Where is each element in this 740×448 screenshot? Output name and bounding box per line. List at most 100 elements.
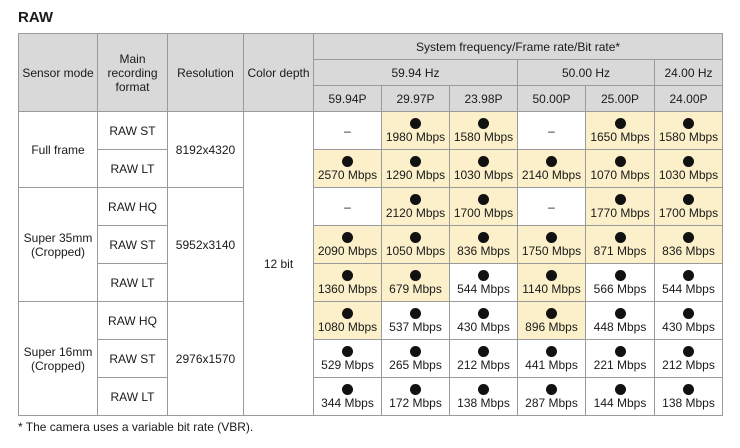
color-depth-cell: 12 bit <box>243 111 314 416</box>
sensor-mode-cell: Super 16mm (Cropped) <box>18 301 98 416</box>
bitrate-value: 836 Mbps <box>457 243 510 258</box>
filled-circle-icon <box>410 193 421 205</box>
bitrate-value: 287 Mbps <box>525 395 578 410</box>
bitrate-value: 212 Mbps <box>662 357 715 372</box>
format-cell: RAW ST <box>97 111 168 150</box>
bitrate-cell: 1770 Mbps <box>585 187 655 226</box>
filled-circle-icon <box>546 269 557 281</box>
bitrate-value: 537 Mbps <box>389 319 442 334</box>
table-row: RAW ST 2090 Mbps 1050 Mbps 836 Mbps 1750 Mbp… <box>19 225 724 264</box>
filled-circle-icon <box>614 307 626 319</box>
filled-circle-icon <box>342 269 353 281</box>
not-available-dash: – <box>344 123 351 138</box>
bitrate-value: 1070 Mbps <box>590 167 650 182</box>
bitrate-cell: – <box>313 187 382 226</box>
filled-circle-icon <box>342 231 353 243</box>
filled-circle-icon <box>683 307 694 319</box>
filled-circle-icon <box>410 383 421 395</box>
bitrate-value: 2090 Mbps <box>317 243 378 258</box>
bitrate-cell: 221 Mbps <box>585 339 655 378</box>
filled-circle-icon <box>683 345 694 357</box>
filled-circle-icon <box>410 345 421 357</box>
resolution-cell: 8192x4320 <box>167 111 244 188</box>
bitrate-value: 1580 Mbps <box>453 129 514 144</box>
bitrate-value: 138 Mbps <box>662 395 715 410</box>
filled-circle-icon <box>683 269 694 281</box>
format-cell: RAW HQ <box>97 187 168 226</box>
bitrate-cell: 871 Mbps <box>585 225 655 264</box>
filled-circle-icon <box>614 155 626 167</box>
sensor-mode-cell: Super 35mm (Cropped) <box>18 187 98 302</box>
bitrate-value: 2120 Mbps <box>385 205 446 220</box>
filled-circle-icon <box>614 345 626 357</box>
filled-circle-icon <box>478 307 489 319</box>
filled-circle-icon <box>546 231 557 243</box>
raw-bitrate-table: Sensor mode Main recording format Resolu… <box>18 33 724 416</box>
bitrate-value: 2140 Mbps <box>521 167 582 182</box>
bitrate-cell: 529 Mbps <box>313 339 382 378</box>
bitrate-cell: 265 Mbps <box>381 339 450 378</box>
filled-circle-icon <box>546 383 557 395</box>
filled-circle-icon <box>546 307 557 319</box>
bitrate-cell: 2090 Mbps <box>313 225 382 264</box>
bitrate-cell: 1140 Mbps <box>517 263 586 302</box>
table-row: Super 35mm (Cropped) RAW HQ 5952x3140 – 2120… <box>18 187 724 302</box>
filled-circle-icon <box>410 307 421 319</box>
bitrate-value: 1700 Mbps <box>453 205 514 220</box>
bitrate-value: 2570 Mbps <box>317 167 378 182</box>
format-cell: RAW HQ <box>97 301 168 340</box>
header-freq-5000: 50.00 Hz <box>517 59 655 86</box>
filled-circle-icon <box>342 155 353 167</box>
bitrate-cell: 566 Mbps <box>585 263 655 302</box>
filled-circle-icon <box>342 383 353 395</box>
filled-circle-icon <box>683 155 694 167</box>
bitrate-cell: 1700 Mbps <box>449 187 518 226</box>
bitrate-cell: 1650 Mbps <box>585 111 655 150</box>
header-color-depth: Color depth <box>243 33 314 112</box>
header-system-group: System frequency/Frame rate/Bit rate* <box>312 33 724 60</box>
bitrate-value: 138 Mbps <box>457 395 510 410</box>
filled-circle-icon <box>478 269 489 281</box>
bitrate-value: 344 Mbps <box>321 395 374 410</box>
bitrate-value: 1050 Mbps <box>385 243 446 258</box>
bitrate-cell: 441 Mbps <box>517 339 586 378</box>
bitrate-cell: 896 Mbps <box>517 301 586 340</box>
table-row: Full frame RAW ST 8192x4320 12 bit –1980 Mbp… <box>18 111 724 416</box>
header-main-format: Main recording format <box>97 33 168 112</box>
table-row: RAW LT 344 Mbps 172 Mbps 138 Mbps 287 Mbps 14… <box>19 377 724 416</box>
format-cell: RAW LT <box>97 263 168 302</box>
filled-circle-icon <box>478 117 489 129</box>
bitrate-value: 1290 Mbps <box>385 167 446 182</box>
bitrate-cell: 1980 Mbps <box>381 111 450 150</box>
bitrate-value: 448 Mbps <box>593 319 647 334</box>
table-row: RAW ST 529 Mbps 265 Mbps 212 Mbps 441 Mbps 22… <box>19 339 724 378</box>
bitrate-value: 1080 Mbps <box>317 319 378 334</box>
bitrate-value: 836 Mbps <box>662 243 715 258</box>
format-cell: RAW LT <box>97 377 168 416</box>
header-sensor-mode: Sensor mode <box>18 33 98 112</box>
filled-circle-icon <box>546 345 557 357</box>
bitrate-cell: – <box>313 111 382 150</box>
bitrate-value: 1580 Mbps <box>658 129 719 144</box>
bitrate-cell: 537 Mbps <box>381 301 450 340</box>
filled-circle-icon <box>614 231 626 243</box>
header-rate-2500p: 25.00P <box>585 85 655 112</box>
resolution-cell: 5952x3140 <box>167 187 244 302</box>
bitrate-value: 1700 Mbps <box>658 205 719 220</box>
bitrate-value: 1030 Mbps <box>658 167 719 182</box>
header-freq-5994: 59.94 Hz <box>313 59 518 86</box>
filled-circle-icon <box>614 117 626 129</box>
bitrate-cell: 836 Mbps <box>653 225 724 264</box>
filled-circle-icon <box>683 193 694 205</box>
filled-circle-icon <box>478 193 489 205</box>
bitrate-value: 1980 Mbps <box>385 129 446 144</box>
bitrate-cell: 2570 Mbps <box>313 149 382 188</box>
filled-circle-icon <box>478 345 489 357</box>
bitrate-cell: 679 Mbps <box>381 263 450 302</box>
bitrate-value: 1140 Mbps <box>522 281 581 296</box>
format-cell: RAW LT <box>97 149 168 188</box>
bitrate-cell: 2140 Mbps <box>517 149 586 188</box>
bitrate-value: 1360 Mbps <box>317 281 378 296</box>
bitrate-value: 1770 Mbps <box>590 205 650 220</box>
bitrate-value: 679 Mbps <box>389 281 442 296</box>
